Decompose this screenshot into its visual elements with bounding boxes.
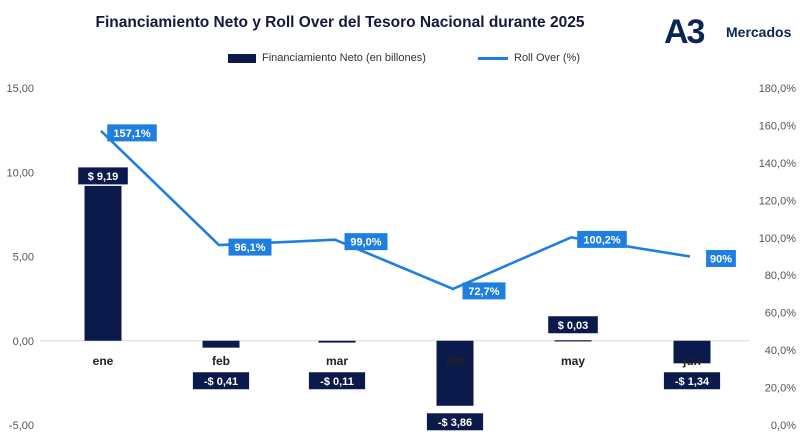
right-axis-tick-label: 20,0%: [765, 383, 796, 395]
bar-may: [554, 340, 592, 342]
legend-line-swatch: [478, 56, 508, 60]
chart-legend: Financiamiento Neto (en billones) Roll O…: [220, 52, 660, 68]
right-axis-tick-label: 60,0%: [765, 308, 796, 320]
legend-label-rollover: Roll Over (%): [514, 52, 581, 64]
rollover-data-label-feb: 96,1%: [234, 242, 265, 254]
financiamiento-data-label-abr: -$ 3,86: [438, 417, 472, 429]
category-label-may: may: [561, 354, 585, 368]
financiamiento-data-label-ene-bg: [78, 167, 128, 185]
right-axis-tick-label: 120,0%: [759, 195, 797, 207]
category-label-mar: mar: [326, 354, 348, 368]
financiamiento-data-label-feb: -$ 0,41: [204, 376, 238, 388]
financiamiento-data-label-mar: -$ 0,11: [320, 376, 354, 388]
category-label-feb: feb: [212, 354, 230, 368]
bar-mar: [318, 340, 356, 343]
right-axis-tick-label: 100,0%: [759, 233, 797, 245]
category-label-abr: abr: [446, 354, 465, 368]
financiamiento-data-label-jun-bg: [663, 372, 721, 390]
right-axis-tick-label: 80,0%: [765, 270, 796, 282]
financiamiento-data-label-ene: $ 9,19: [88, 171, 119, 183]
rollover-data-label-mar: 99,0%: [350, 237, 381, 249]
right-axis-tick-label: 160,0%: [759, 120, 797, 132]
right-axis-tick-label: 0,0%: [771, 420, 796, 432]
left-axis-tick-label: 0,00: [13, 336, 34, 348]
bar-abr: [436, 340, 474, 406]
financiamiento-data-label-abr-bg: [426, 413, 484, 431]
bar-feb: [202, 340, 240, 348]
a3-mercados-logo: A3 Mercados: [664, 12, 800, 52]
financiamiento-data-label-may: $ 0,03: [558, 320, 589, 332]
right-axis-tick-label: 180,0%: [759, 83, 797, 95]
legend-bar-swatch: [228, 53, 256, 63]
category-label-jun: jun: [682, 354, 701, 368]
right-axis-tick-label: 140,0%: [759, 158, 797, 170]
legend-label-financiamiento: Financiamiento Neto (en billones): [262, 52, 426, 64]
left-axis-tick-label: 5,00: [13, 252, 34, 264]
rollover-data-label-ene: 157,1%: [113, 128, 151, 140]
financiamiento-data-label-feb-bg: [192, 372, 250, 390]
rollover-data-label-feb-bg: [228, 238, 272, 256]
left-axis-tick-label: 10,00: [6, 167, 34, 179]
logo-mark: A3: [664, 13, 705, 51]
rollover-data-label-abr: 72,7%: [468, 286, 499, 298]
rollover-data-label-jun: 90%: [710, 254, 732, 266]
financiamiento-data-label-mar-bg: [308, 372, 366, 390]
rollover-data-label-mar-bg: [344, 233, 388, 251]
rollover-data-label-abr-bg: [462, 282, 506, 300]
rollover-data-label-jun-bg: [706, 250, 736, 267]
left-axis-tick-label: -5,00: [9, 420, 34, 432]
bar-jun: [673, 340, 711, 364]
right-axis-tick-label: 40,0%: [765, 345, 796, 357]
logo-text: Mercados: [726, 24, 792, 40]
category-label-ene: ene: [93, 354, 114, 368]
financiamiento-data-label-jun: -$ 1,34: [675, 376, 710, 388]
bar-ene: [84, 185, 122, 341]
rollover-line: [100, 129, 691, 291]
legend-item-rollover: Roll Over (%): [478, 52, 580, 64]
financiamiento-data-label-may-bg: [548, 316, 598, 334]
chart-title: Financiamiento Neto y Roll Over del Teso…: [95, 14, 585, 31]
rollover-data-label-may: 100,2%: [583, 234, 621, 246]
left-axis-tick-label: 15,00: [6, 83, 34, 95]
rollover-data-label-may-bg: [577, 230, 627, 248]
legend-item-financiamiento: Financiamiento Neto (en billones): [228, 52, 426, 64]
rollover-data-label-ene-bg: [107, 124, 157, 142]
